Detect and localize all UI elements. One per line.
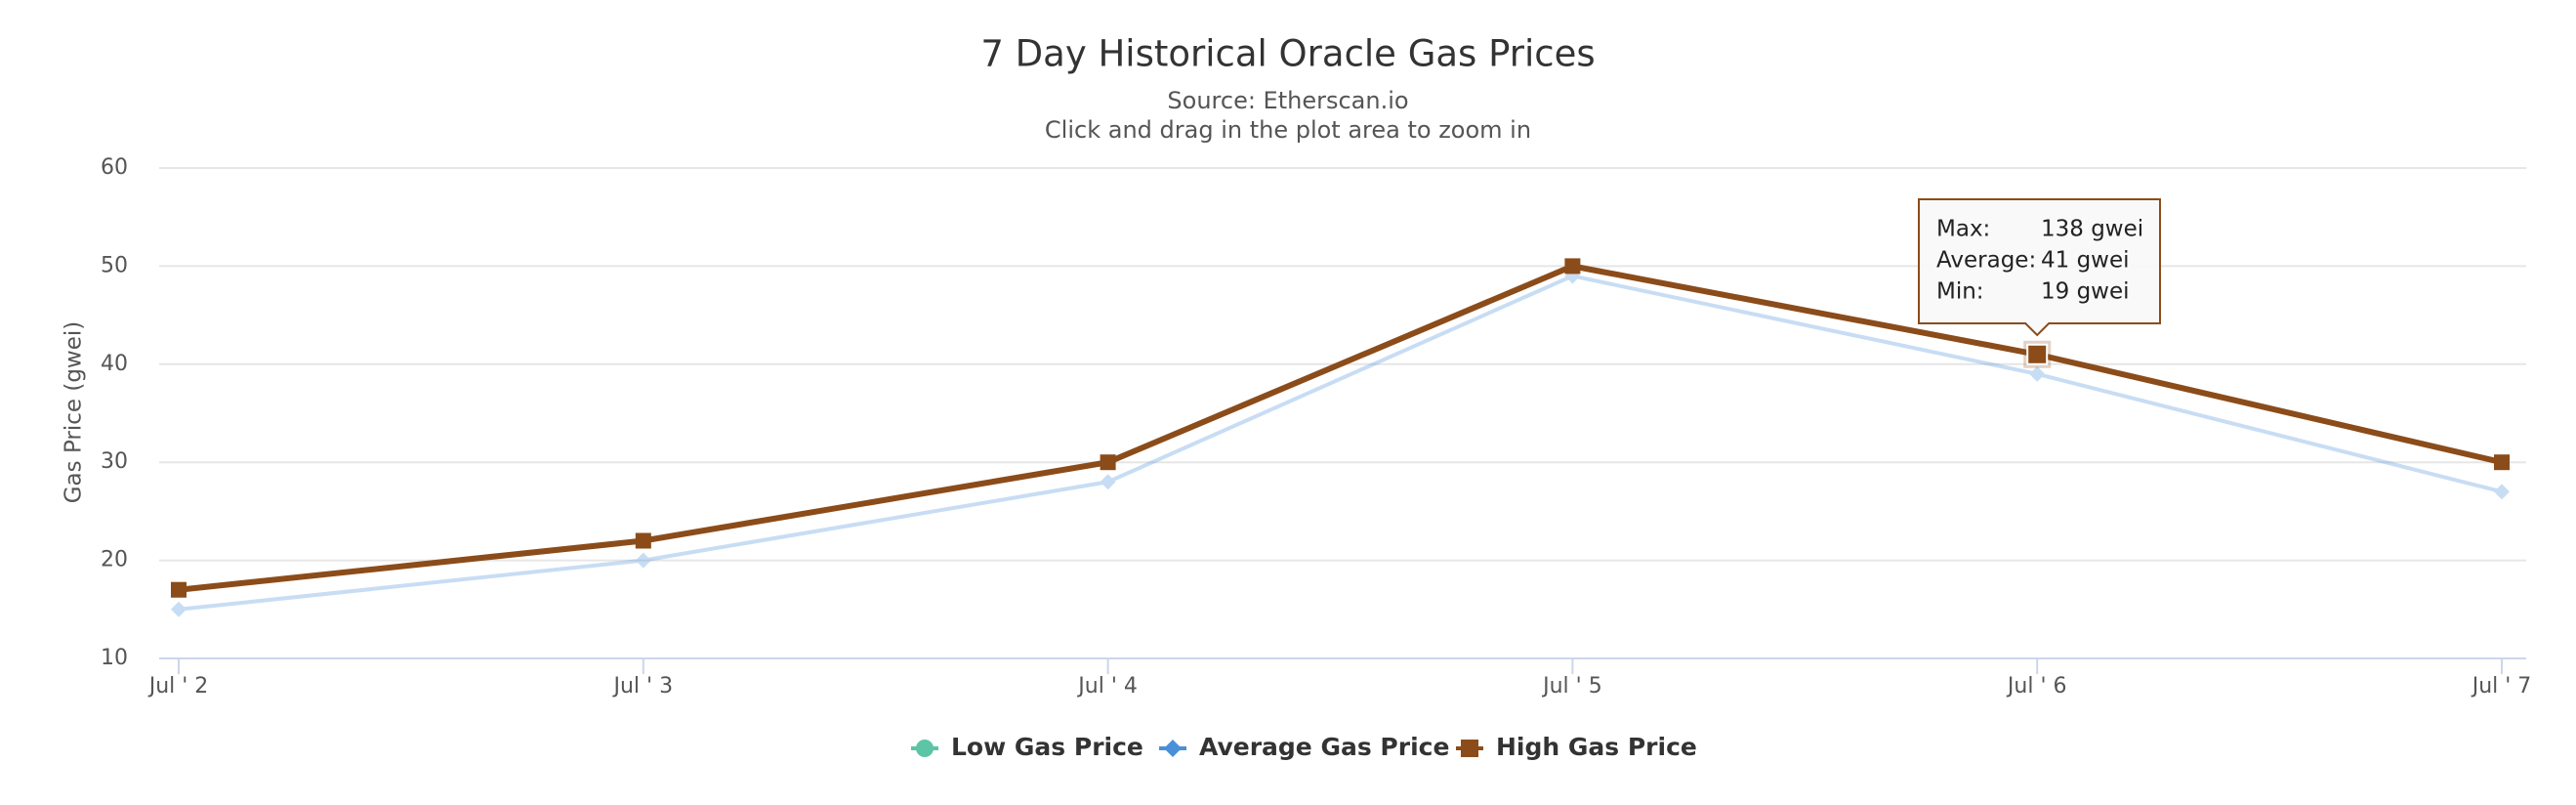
hover-point	[2026, 343, 2049, 365]
legend-label: Low Gas Price	[951, 733, 1143, 761]
chart-subtitle: Source: Etherscan.io	[1167, 87, 1408, 114]
data-point	[2494, 484, 2510, 500]
data-point	[1100, 474, 1116, 490]
series-line	[178, 263, 2503, 593]
data-point	[1564, 258, 1581, 275]
legend-marker	[1164, 740, 1182, 757]
y-tick-label: 40	[101, 352, 128, 376]
legend-label: High Gas Price	[1496, 733, 1697, 761]
x-tick-label: Jul ' 7	[2471, 674, 2532, 699]
y-tick-label: 50	[101, 253, 128, 277]
x-tick-label: Jul ' 3	[612, 674, 674, 699]
chart-title: 7 Day Historical Oracle Gas Prices	[980, 33, 1595, 75]
legend-marker	[1461, 740, 1478, 757]
legend-label: Average Gas Price	[1199, 733, 1449, 761]
y-tick-label: 20	[101, 548, 128, 572]
tooltip-value: 138 gwei	[2041, 217, 2143, 242]
y-tick-label: 10	[101, 646, 128, 670]
tooltip-label: Average:	[1936, 248, 2036, 274]
tooltip-box	[1918, 198, 2161, 337]
x-tick-label: Jul ' 4	[1076, 674, 1138, 699]
tooltip-label: Min:	[1936, 279, 1984, 305]
y-axis-label: Gas Price (gwei)	[62, 321, 87, 504]
tooltip-value: 19 gwei	[2041, 279, 2130, 305]
x-tick-label: Jul ' 6	[2006, 674, 2067, 699]
series-line	[178, 274, 2503, 612]
data-point	[2494, 454, 2510, 471]
y-tick-label: 60	[101, 155, 128, 180]
tooltip-value: 41 gwei	[2041, 248, 2130, 274]
y-tick-label: 30	[101, 449, 128, 474]
tooltip-label: Max:	[1936, 217, 1990, 242]
data-point	[1100, 454, 1116, 471]
data-point	[2029, 365, 2046, 382]
series	[171, 268, 2510, 617]
data-point	[171, 581, 187, 598]
series	[171, 258, 2510, 598]
data-point	[635, 532, 651, 549]
x-tick-label: Jul ' 2	[147, 674, 209, 699]
data-point	[171, 601, 187, 617]
legend-marker	[916, 740, 934, 757]
data-point	[635, 552, 651, 569]
x-tick-label: Jul ' 5	[1541, 674, 1602, 699]
chart-subtitle: Click and drag in the plot area to zoom …	[1045, 116, 1531, 144]
